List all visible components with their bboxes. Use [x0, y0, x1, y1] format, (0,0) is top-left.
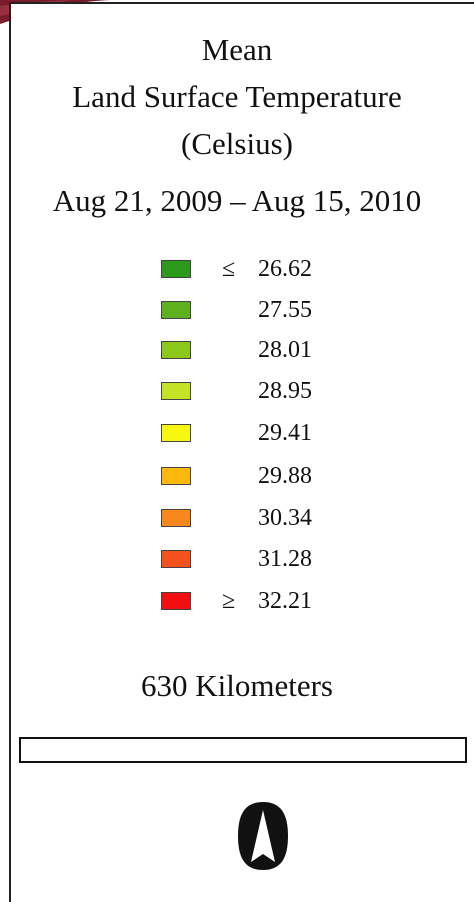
legend-row: ≤26.62 — [0, 254, 474, 284]
legend-swatch — [161, 260, 191, 278]
legend-swatch — [161, 592, 191, 610]
legend-value: 32.21 — [258, 588, 312, 614]
title-line-3: (Celsius) — [181, 126, 293, 161]
legend-row: ≥32.21 — [0, 586, 474, 616]
legend-row: 28.95 — [0, 376, 474, 406]
legend-row: 31.28 — [0, 544, 474, 574]
legend-row: 29.88 — [0, 461, 474, 491]
legend-value: 28.01 — [258, 337, 312, 363]
legend-swatch — [161, 467, 191, 485]
legend-value: 29.88 — [258, 463, 312, 489]
north-arrow-icon — [238, 802, 288, 870]
scale-bar — [19, 737, 467, 763]
date-range: Aug 21, 2009 – Aug 15, 2010 — [52, 183, 422, 218]
legend-value: 30.34 — [258, 505, 312, 531]
legend-value: 26.62 — [258, 256, 312, 282]
legend-swatch — [161, 509, 191, 527]
legend-row: 30.34 — [0, 503, 474, 533]
legend-swatch — [161, 424, 191, 442]
title-line-1: Mean — [201, 32, 273, 67]
title-line-2: Land Surface Temperature — [72, 79, 402, 114]
legend-value: 27.55 — [258, 297, 312, 323]
legend-row: 28.01 — [0, 335, 474, 365]
legend-row: 27.55 — [0, 295, 474, 325]
legend-value: 31.28 — [258, 546, 312, 572]
legend-comparator: ≥ — [222, 588, 236, 614]
legend-row: 29.41 — [0, 418, 474, 448]
legend-swatch — [161, 341, 191, 359]
legend-value: 29.41 — [258, 420, 312, 446]
legend-swatch — [161, 301, 191, 319]
legend-swatch — [161, 382, 191, 400]
legend-swatch — [161, 550, 191, 568]
legend-title: Mean Land Surface Temperature (Celsius) — [0, 26, 474, 167]
scale-label: 630 Kilometers — [141, 668, 333, 703]
legend-comparator: ≤ — [222, 256, 236, 282]
legend-value: 28.95 — [258, 378, 312, 404]
